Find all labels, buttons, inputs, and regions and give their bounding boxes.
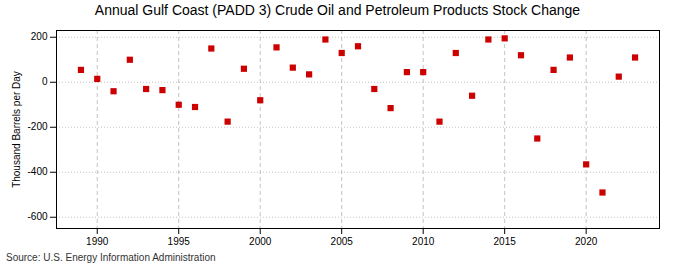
svg-text:-600: -600 xyxy=(27,211,47,222)
svg-text:2000: 2000 xyxy=(249,236,272,247)
svg-text:2015: 2015 xyxy=(494,236,517,247)
svg-text:0: 0 xyxy=(42,76,48,87)
html-text:Annual Gulf Coast (PADD 3) Cru: Annual Gulf Coast (PADD 3) Crude Oil and… xyxy=(94,2,581,18)
svg-text:2020: 2020 xyxy=(575,236,598,247)
svg-text:-400: -400 xyxy=(27,166,47,177)
html-text:Source: U.S. Energy Informatio: Source: U.S. Energy Information Administ… xyxy=(6,252,216,263)
svg-text:1990: 1990 xyxy=(86,236,109,247)
svg-text:1995: 1995 xyxy=(168,236,191,247)
svg-text:-200: -200 xyxy=(27,121,47,132)
svg-text:2005: 2005 xyxy=(331,236,354,247)
svg-text:200: 200 xyxy=(31,31,48,42)
svg-text:2010: 2010 xyxy=(412,236,435,247)
svg-text:Thousand Barrels per Day: Thousand Barrels per Day xyxy=(11,71,22,188)
